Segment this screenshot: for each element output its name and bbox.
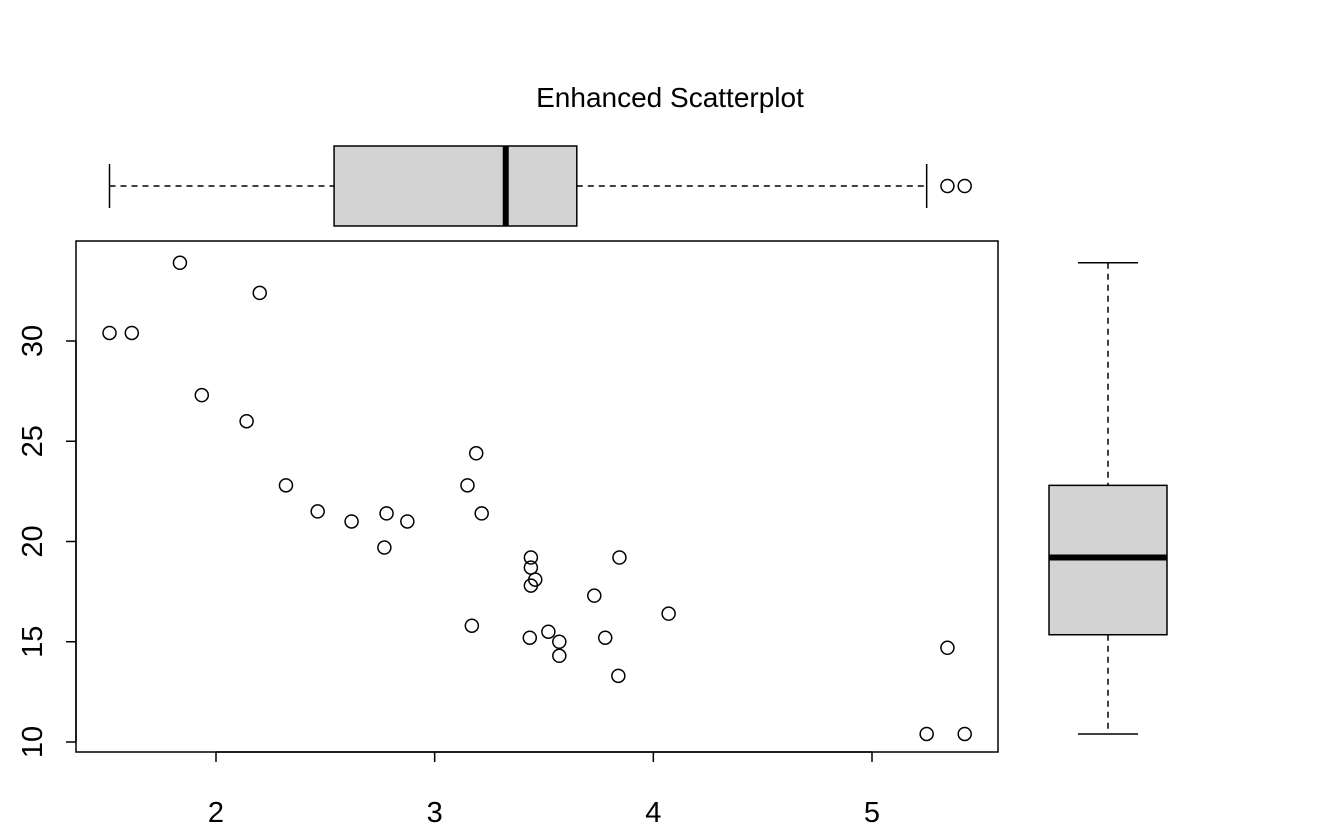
scatter-point <box>957 726 972 742</box>
scatter-point <box>597 630 613 645</box>
scatter-point <box>460 478 475 493</box>
x-box-outlier <box>957 178 972 194</box>
scatter-point <box>522 630 538 645</box>
x-box-outlier <box>940 178 955 194</box>
scatter-point <box>552 634 567 649</box>
scatter-points <box>102 255 972 742</box>
scatter-point <box>523 550 539 565</box>
y-tick-label: 20 <box>17 525 49 557</box>
scatter-point <box>379 506 394 521</box>
scatter-point <box>611 668 626 684</box>
scatter-point <box>940 640 955 656</box>
scatter-point <box>344 514 359 529</box>
y-tick-label: 25 <box>17 425 49 457</box>
x-tick-label: 5 <box>864 797 880 829</box>
scatter-point <box>194 387 210 403</box>
chart-title: Enhanced Scatterplot <box>536 82 804 113</box>
scatter-point <box>919 726 934 742</box>
scatter-point <box>541 624 556 639</box>
x-tick-label: 2 <box>208 797 224 829</box>
scatter-point <box>278 478 294 493</box>
scatter-point <box>310 504 325 519</box>
scatter-point <box>612 550 627 565</box>
scatter-point <box>252 285 267 301</box>
scatter-point <box>474 506 489 521</box>
x-axis: 2 3 4 5 <box>208 751 880 829</box>
y-boxplot <box>1048 262 1168 735</box>
scatter-point <box>528 572 543 587</box>
scatter-point <box>400 514 415 529</box>
scatter-point <box>377 540 392 555</box>
x-tick-label: 3 <box>427 797 443 829</box>
x-tick-label: 4 <box>645 797 661 829</box>
x-box-body <box>333 145 578 227</box>
scatter-point <box>124 325 140 341</box>
scatter-point <box>661 606 676 621</box>
scatter-point <box>464 618 480 633</box>
scatter-point <box>468 446 484 461</box>
scatter-point <box>239 413 254 429</box>
y-axis: 10 15 20 25 30 <box>17 325 77 758</box>
plot-frame <box>75 240 999 753</box>
y-tick-label: 10 <box>17 726 49 758</box>
scatter-point <box>172 255 188 271</box>
scatter-point <box>102 325 117 341</box>
scatter-point <box>587 588 602 603</box>
y-tick-label: 15 <box>17 626 49 658</box>
x-boxplot <box>108 145 972 227</box>
y-tick-label: 30 <box>17 325 49 357</box>
scatter-point <box>552 648 567 664</box>
